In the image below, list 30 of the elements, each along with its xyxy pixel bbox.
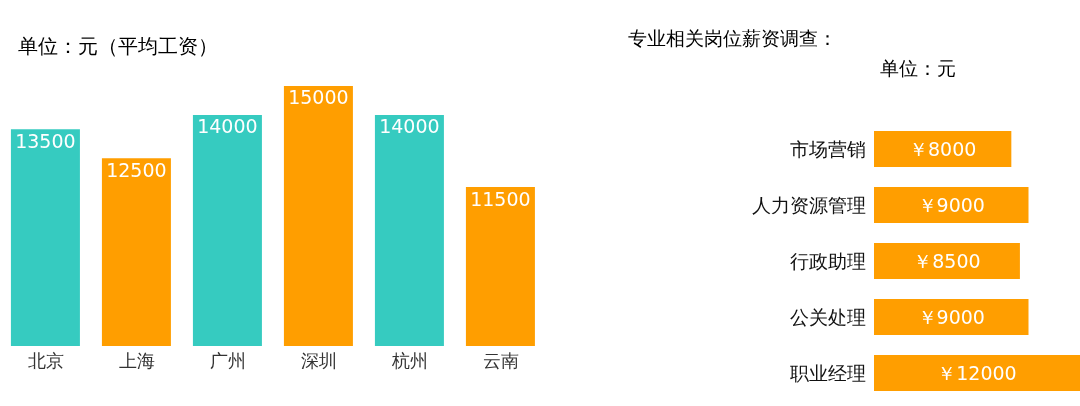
bar: [874, 187, 1029, 223]
bar: [874, 355, 1080, 391]
data-label: 11500: [470, 187, 531, 210]
data-label: ￥9000: [917, 305, 985, 328]
bar: [874, 299, 1029, 335]
y-tick-label: 职业经理: [790, 361, 866, 384]
x-tick-label: 云南: [482, 349, 519, 371]
data-label: ￥12000: [937, 361, 1017, 384]
data-label: ￥9000: [917, 193, 985, 216]
y-tick-label: 人力资源管理: [752, 193, 866, 216]
x-tick-label: 上海: [118, 349, 155, 371]
data-label: 12500: [106, 158, 167, 181]
x-tick-label: 北京: [27, 349, 64, 371]
data-label: 13500: [15, 129, 76, 152]
x-tick-label: 广州: [209, 349, 246, 371]
y-tick-label: 市场营销: [790, 137, 866, 160]
chart-title: 专业相关岗位薪资调查：: [628, 26, 837, 51]
bar: [874, 243, 1020, 279]
data-label: 14000: [197, 115, 258, 138]
bar: [874, 131, 1012, 167]
y-tick-label: 公关处理: [790, 305, 866, 328]
data-label: 14000: [379, 115, 440, 138]
x-tick-label: 深圳: [300, 349, 337, 371]
data-label: ￥8000: [908, 137, 977, 160]
data-label: ￥8500: [913, 249, 981, 272]
x-tick-label: 杭州: [390, 349, 428, 371]
chart-title: 单位：元（平均工资）: [18, 33, 218, 60]
y-tick-label: 行政助理: [790, 249, 866, 272]
data-label: 15000: [288, 86, 349, 109]
chart-subtitle: 单位：元: [880, 56, 956, 81]
